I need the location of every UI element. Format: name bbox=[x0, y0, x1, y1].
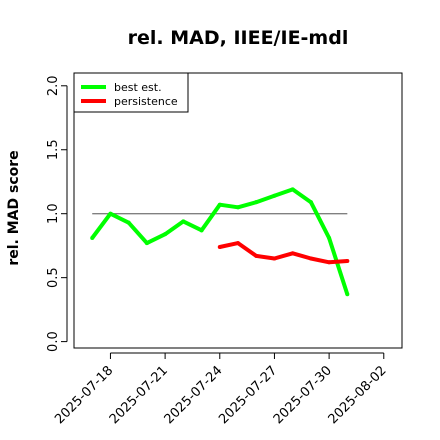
y-axis-label: rel. MAD score bbox=[6, 150, 22, 265]
legend: best est.persistence bbox=[73, 72, 189, 113]
data-point-best-est bbox=[217, 202, 222, 207]
data-point-persistence bbox=[327, 260, 332, 265]
legend-label-best-est: best est. bbox=[114, 81, 162, 94]
data-point-best-est bbox=[236, 205, 240, 210]
plot-frame bbox=[73, 72, 403, 349]
data-point-persistence bbox=[217, 244, 222, 249]
chart-title: rel. MAD, IIEE/IE-mdl bbox=[128, 27, 349, 49]
data-point-best-est bbox=[327, 236, 332, 240]
series-line-persistence bbox=[219, 241, 348, 265]
data-point-persistence bbox=[254, 253, 259, 258]
data-point-persistence bbox=[308, 256, 313, 261]
data-point-best-est bbox=[90, 236, 95, 240]
data-point-best-est bbox=[272, 193, 277, 198]
x-tick-label: 2025-08-02 bbox=[326, 363, 390, 427]
data-point-best-est bbox=[345, 292, 350, 297]
data-point-best-est bbox=[126, 220, 131, 225]
data-point-best-est bbox=[108, 211, 113, 216]
data-point-best-est bbox=[308, 200, 313, 205]
data-point-persistence bbox=[236, 241, 240, 246]
data-point-best-est bbox=[144, 241, 149, 246]
y-tick-label: 1.0 bbox=[46, 203, 61, 224]
legend-box bbox=[73, 72, 189, 113]
x-axis: 2025-07-182025-07-212025-07-242025-07-27… bbox=[52, 352, 390, 427]
y-axis: 0.0 0.5 1.0 1.5 2.0 bbox=[46, 75, 68, 352]
data-point-best-est bbox=[163, 232, 168, 237]
legend-label-persistence: persistence bbox=[114, 95, 178, 108]
y-tick-label: 2.0 bbox=[46, 75, 61, 96]
data-point-best-est bbox=[290, 187, 295, 192]
data-point-best-est bbox=[199, 228, 204, 233]
data-point-best-est bbox=[181, 219, 186, 224]
data-point-best-est bbox=[254, 200, 259, 205]
y-tick-label: 0.0 bbox=[46, 331, 61, 352]
data-point-persistence bbox=[272, 256, 277, 261]
y-tick-label: 1.5 bbox=[46, 139, 61, 160]
data-point-persistence bbox=[290, 251, 295, 256]
series-layer bbox=[90, 187, 350, 297]
y-tick-label: 0.5 bbox=[46, 267, 61, 288]
data-point-persistence bbox=[345, 259, 350, 264]
